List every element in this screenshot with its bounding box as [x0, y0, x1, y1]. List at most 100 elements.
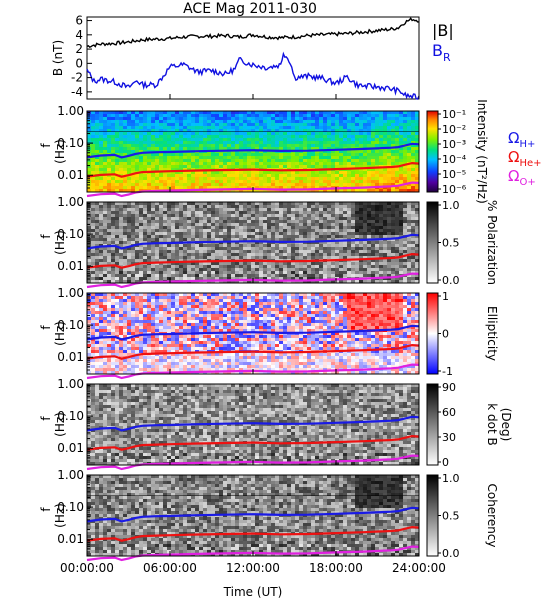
spectrogram-cell [191, 147, 195, 150]
spectrogram-cell [243, 226, 247, 229]
spectrogram-cell [343, 165, 347, 168]
spectrogram-cell [231, 126, 235, 129]
spectrogram-cell [107, 368, 111, 371]
spectrogram-cell [247, 253, 251, 256]
spectrogram-cell [115, 329, 119, 332]
spectrogram-cell [295, 171, 299, 174]
spectrogram-cell [239, 183, 243, 186]
spectrogram-cell [167, 165, 171, 168]
spectrogram-cell [255, 205, 259, 208]
spectrogram-cell [103, 262, 107, 265]
spectrogram-cell [99, 350, 103, 353]
spectrogram-cell [279, 277, 283, 280]
spectrogram-cell [111, 229, 115, 232]
spectrogram-cell [127, 177, 131, 180]
spectrogram-cell [131, 250, 135, 253]
spectrogram-cell [307, 226, 311, 229]
spectrogram-cell [103, 114, 107, 117]
b-y-tick-label: 4 [75, 28, 83, 42]
spectrogram-cell [319, 186, 323, 189]
spectrogram-cell [103, 299, 107, 302]
spectrogram-cell [171, 111, 175, 114]
spectrogram-cell [271, 162, 275, 165]
spectrogram-cell [119, 126, 123, 129]
spectrogram-cell [387, 120, 391, 123]
spectrogram-cell [247, 144, 251, 147]
spectrogram-cell [119, 159, 123, 162]
spectrogram-cell [359, 171, 363, 174]
spectrogram-cell [163, 208, 167, 211]
spectrogram-cell [259, 280, 263, 283]
spectrogram-cell [175, 202, 179, 205]
spectrogram-cell [111, 114, 115, 117]
spectrogram-cell [235, 135, 239, 138]
spectrogram-cell [235, 189, 239, 192]
spectrogram-cell [383, 174, 387, 177]
spectrogram-cell [167, 220, 171, 223]
spectrogram-cell [195, 262, 199, 265]
spectrogram-cell [115, 147, 119, 150]
spectrogram-cell [415, 226, 419, 229]
spectrogram-cell [331, 162, 335, 165]
spectrogram-cell [307, 144, 311, 147]
spectrogram-cell [155, 256, 159, 259]
spectrogram-cell [155, 165, 159, 168]
spectrogram-cell [331, 247, 335, 250]
spectrogram-cell [275, 183, 279, 186]
spectrogram-cell [159, 205, 163, 208]
spectrogram-cell [219, 271, 223, 274]
spectrogram-cell [163, 214, 167, 217]
spectrogram-cell [311, 180, 315, 183]
spectrogram-cell [163, 165, 167, 168]
spectrogram-cell [343, 226, 347, 229]
spectrogram-cell [191, 159, 195, 162]
spectrogram-cell [355, 129, 359, 132]
spectrogram-cell [167, 202, 171, 205]
spectrogram-cell [415, 177, 419, 180]
spectrogram-cell [135, 117, 139, 120]
spectrogram-cell [143, 268, 147, 271]
spectrogram-cell [247, 217, 251, 220]
spectrogram-cell [131, 189, 135, 192]
spectrogram-cell [339, 268, 343, 271]
spectrogram-cell [123, 317, 127, 320]
spectrogram-cell [243, 138, 247, 141]
spectrogram-cell [135, 235, 139, 238]
spectrogram-cell [171, 174, 175, 177]
spectrogram-cell [131, 274, 135, 277]
spectrogram-cell [183, 214, 187, 217]
spectrogram-cell [219, 226, 223, 229]
spectrogram-cell [103, 205, 107, 208]
spectrogram-cell [351, 126, 355, 129]
spectrogram-cell [151, 186, 155, 189]
spectrogram-cell [239, 177, 243, 180]
spectrogram-cell [339, 271, 343, 274]
spectrogram-cell [135, 299, 139, 302]
spectrogram-cell [231, 177, 235, 180]
spectrogram-cell [379, 189, 383, 192]
spectrogram-cell [207, 153, 211, 156]
spectrogram-cell [299, 211, 303, 214]
spectrogram-cell [263, 126, 267, 129]
spectrogram-cell [91, 323, 95, 326]
spectrogram-cell [119, 226, 123, 229]
spectrogram-cell [199, 183, 203, 186]
spectrogram-cell [247, 262, 251, 265]
spectrogram-cell [179, 171, 183, 174]
spectrogram-cell [179, 262, 183, 265]
spectrogram-cell [111, 217, 115, 220]
spectrogram-cell [415, 132, 419, 135]
spectrogram-cell [215, 114, 219, 117]
spectrogram-cell [191, 180, 195, 183]
spectrogram-cell [119, 162, 123, 165]
spectrogram-cell [399, 232, 403, 235]
spectrogram-cell [119, 368, 123, 371]
spectrogram-cell [135, 302, 139, 305]
spectrogram-cell [179, 253, 183, 256]
spectrogram-cell [271, 153, 275, 156]
spectrogram-cell [103, 311, 107, 314]
spectrogram-cell [315, 235, 319, 238]
spectrogram-cell [119, 296, 123, 299]
spectrogram-cell [167, 232, 171, 235]
spectrogram-cell [403, 162, 407, 165]
